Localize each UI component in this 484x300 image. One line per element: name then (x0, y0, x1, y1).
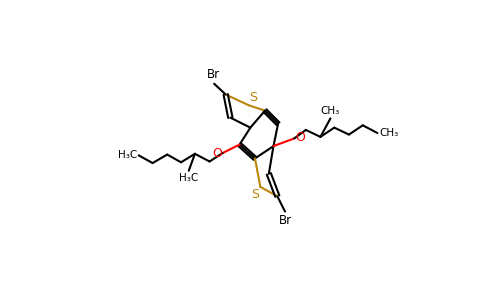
Text: O: O (295, 131, 305, 144)
Text: CH₃: CH₃ (379, 128, 398, 138)
Text: H₃C: H₃C (179, 173, 198, 183)
Text: O: O (212, 147, 222, 160)
Text: H₃C: H₃C (118, 150, 137, 160)
Text: Br: Br (279, 214, 292, 227)
Text: S: S (252, 188, 259, 202)
Text: S: S (250, 91, 257, 104)
Text: Br: Br (207, 68, 220, 81)
Text: CH₃: CH₃ (321, 106, 340, 116)
